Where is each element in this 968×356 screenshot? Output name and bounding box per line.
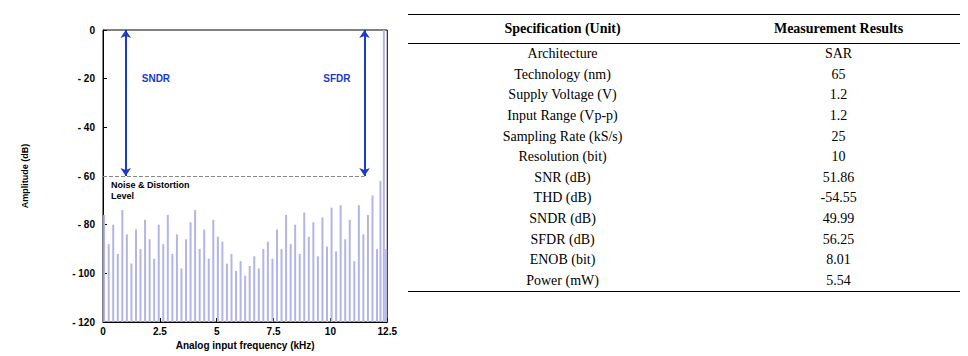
- svg-text:12.5: 12.5: [378, 326, 398, 337]
- svg-text:- 20: - 20: [78, 73, 96, 84]
- html-text:Specification (Unit): Specification (Unit): [504, 21, 621, 36]
- html-text:Supply Voltage (V): Supply Voltage (V): [508, 87, 617, 103]
- svg-text:Level: Level: [111, 191, 134, 201]
- html-text:Input Range (Vp-p): Input Range (Vp-p): [507, 108, 618, 124]
- html-text:5.54: 5.54: [826, 272, 851, 288]
- html-text:Power (mW): Power (mW): [526, 272, 599, 288]
- html-text:THD (dB): THD (dB): [533, 190, 592, 206]
- html-text:SFDR (dB): SFDR (dB): [530, 231, 595, 247]
- html-text:Resolution (bit): Resolution (bit): [518, 149, 607, 165]
- html-text:Architecture: Architecture: [527, 46, 598, 62]
- svg-text:- 40: - 40: [78, 122, 96, 133]
- svg-text:Amplitude (dB): Amplitude (dB): [20, 144, 30, 209]
- html-text:1.2: 1.2: [829, 108, 848, 124]
- svg-text:10: 10: [325, 326, 337, 337]
- svg-text:- 80: - 80: [78, 219, 96, 230]
- svg-text:Noise & Distortion: Noise & Distortion: [111, 180, 192, 190]
- svg-text:7.5: 7.5: [267, 326, 281, 337]
- html-text:Measurement Results: Measurement Results: [773, 21, 904, 36]
- svg-text:- 60: - 60: [78, 171, 96, 182]
- html-text:ENOB (bit): ENOB (bit): [529, 252, 596, 268]
- html-text:10: 10: [831, 149, 846, 165]
- html-text:1.2: 1.2: [829, 87, 848, 103]
- html-text:Sampling Rate (kS/s): Sampling Rate (kS/s): [502, 128, 623, 144]
- html-text:SNDR (dB): SNDR (dB): [529, 211, 596, 226]
- svg-text:Analog input frequency (kHz): Analog input frequency (kHz): [176, 340, 315, 351]
- html-text:56.25: 56.25: [822, 231, 855, 247]
- svg-text:0: 0: [100, 326, 106, 337]
- html-text:8.01: 8.01: [826, 252, 851, 268]
- html-text:49.99: 49.99: [822, 211, 855, 226]
- html-text:51.86: 51.86: [822, 169, 855, 185]
- svg-text:0: 0: [89, 25, 95, 36]
- svg-text:SFDR: SFDR: [323, 73, 351, 84]
- svg-text:5: 5: [214, 326, 220, 337]
- html-text:SNR (dB): SNR (dB): [534, 169, 591, 185]
- svg-text:SNDR: SNDR: [142, 73, 171, 84]
- html-text:25: 25: [831, 128, 846, 144]
- html-text:65: 65: [831, 66, 846, 82]
- html-text:-54.55: -54.55: [820, 190, 857, 206]
- html-text:SAR: SAR: [824, 46, 853, 62]
- svg-text:- 100: - 100: [72, 268, 95, 279]
- svg-text:2.5: 2.5: [153, 326, 167, 337]
- svg-text:- 120: - 120: [72, 317, 95, 328]
- html-text:Technology (nm): Technology (nm): [514, 66, 611, 82]
